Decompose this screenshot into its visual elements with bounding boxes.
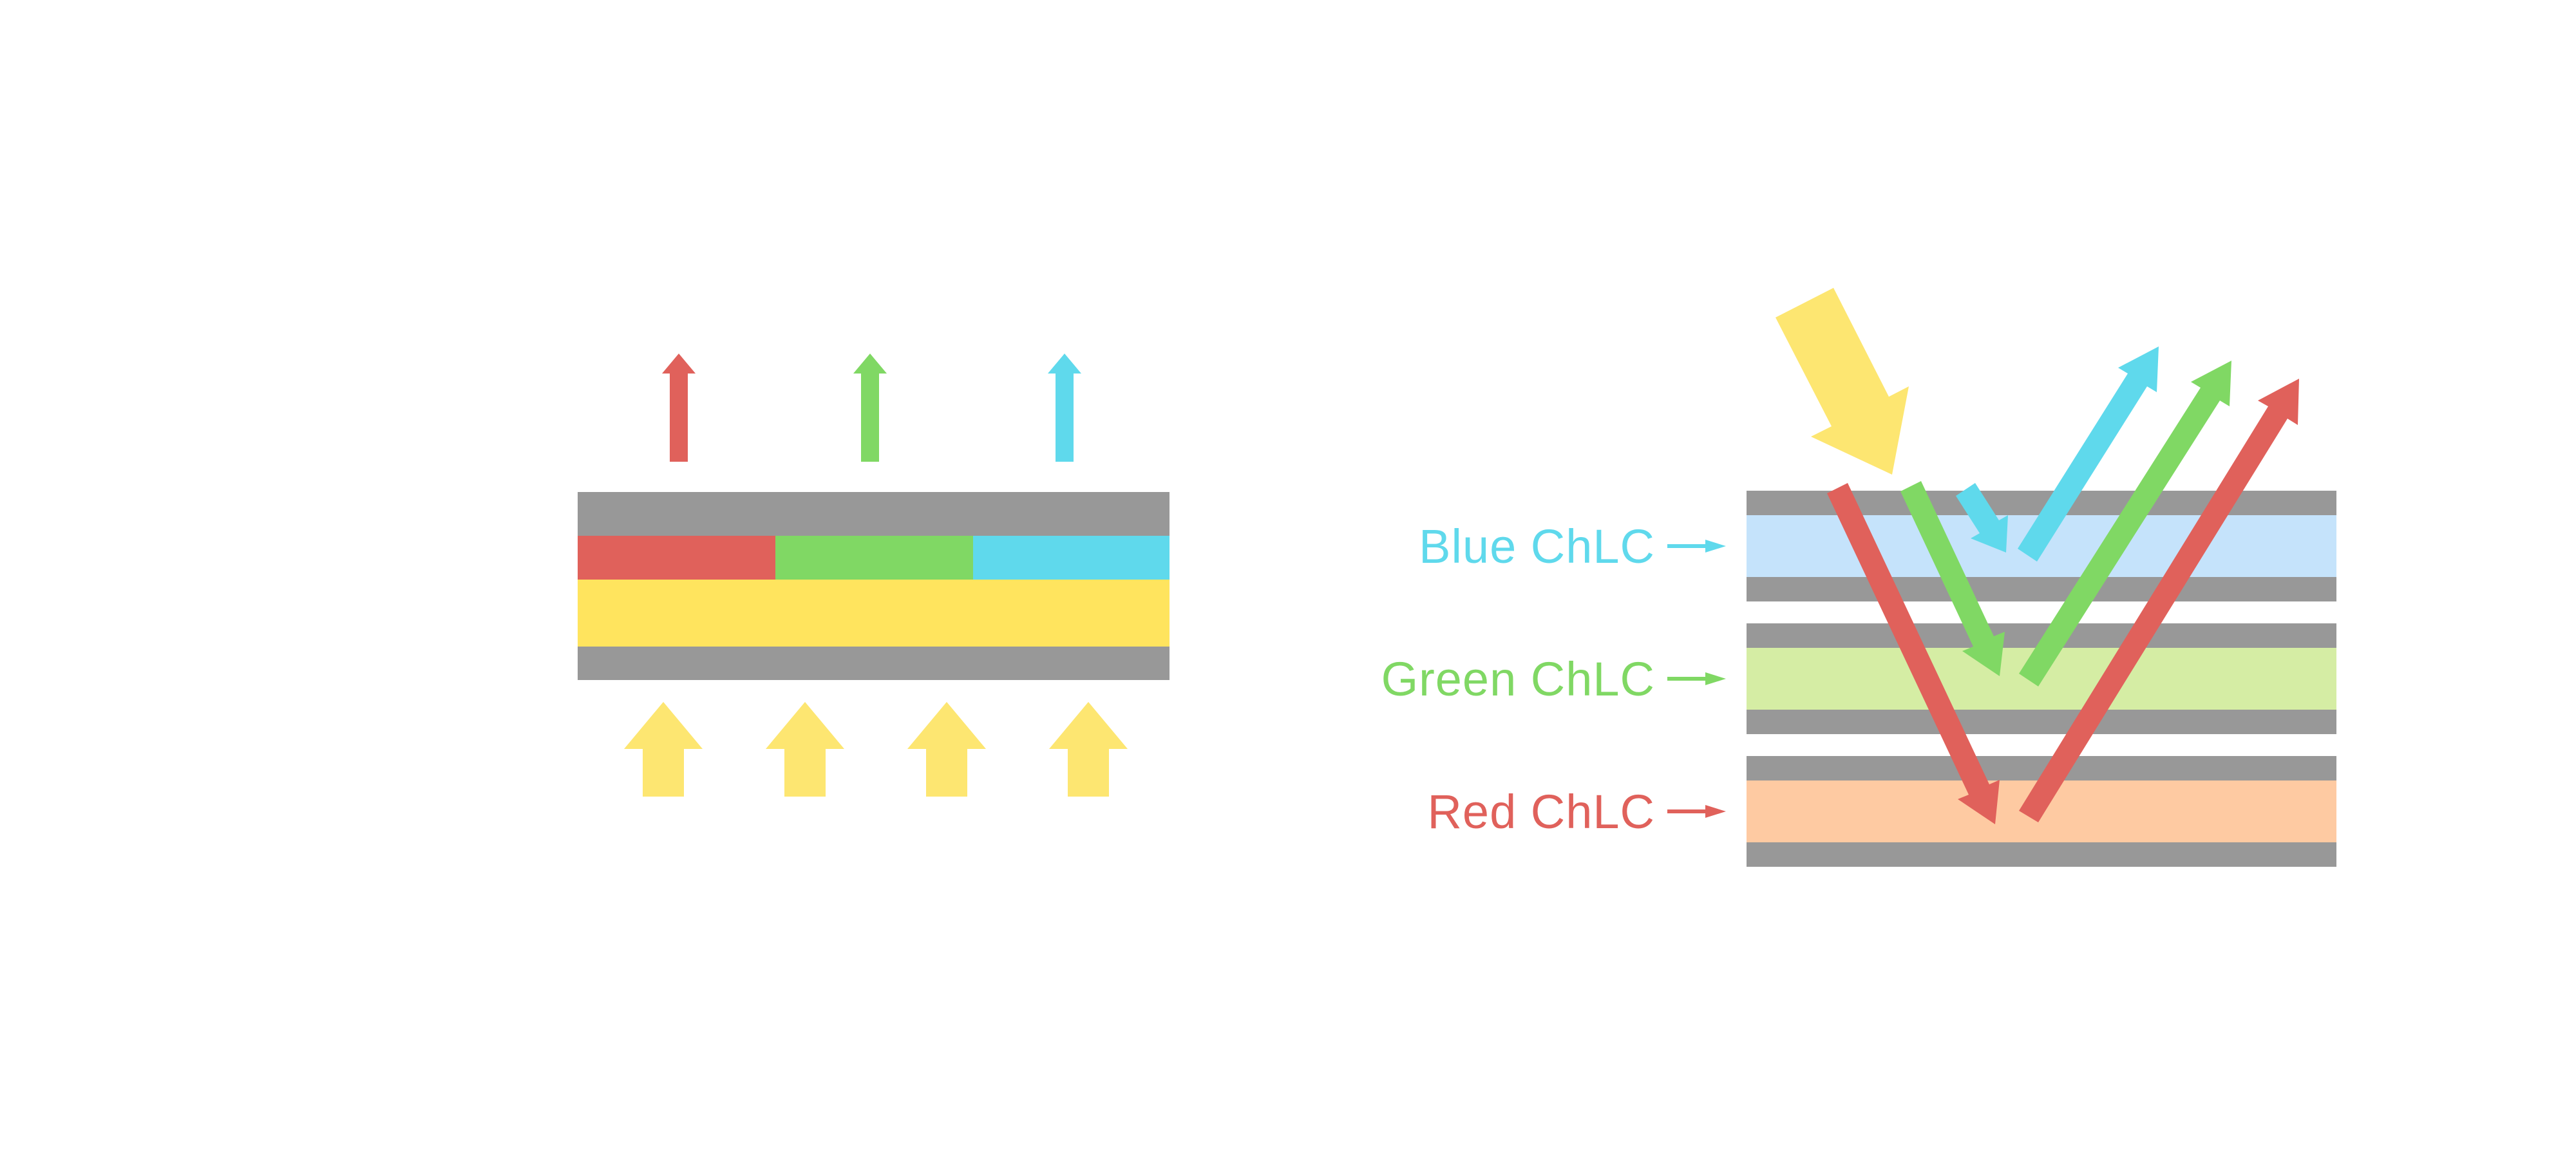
- left-stack-cyan-subpixel: [973, 536, 1170, 580]
- backlight-arrow-icon: [624, 702, 703, 797]
- right-stack-glass-bar: [1747, 710, 2336, 734]
- green-emitted-arrow-icon: [853, 354, 887, 462]
- red-reflected-ray-arrow: [2019, 379, 2299, 822]
- incident-light-arrow-icon: [1776, 288, 1909, 475]
- green-label-pointer-arrowhead-icon: [1705, 672, 1726, 685]
- left-stack-green-subpixel: [775, 536, 973, 580]
- right-stack-glass-bar: [1747, 577, 2336, 601]
- blue-chlc-label-group: Blue ChLC: [1419, 520, 1726, 573]
- green-chlc-label-group: Green ChLC: [1381, 652, 1726, 706]
- left-stack-top-substrate: [578, 492, 1170, 536]
- red-chlc-label-group: Red ChLC: [1427, 785, 1726, 838]
- green-transmitted-ray-arrow: [1900, 481, 2005, 676]
- red-label-pointer-arrowhead-icon: [1705, 805, 1726, 818]
- left-stack-red-subpixel: [578, 536, 775, 580]
- right-diagram: Blue ChLC Green ChLC Red ChLC: [1381, 288, 2336, 867]
- red-chlc-label: Red ChLC: [1427, 785, 1655, 838]
- blue-label-pointer-arrowhead-icon: [1705, 540, 1726, 553]
- backlight-arrow-icon: [1049, 702, 1128, 797]
- green-reflected-ray-arrow: [2019, 361, 2231, 686]
- green-chlc-label: Green ChLC: [1381, 652, 1655, 706]
- blue-chlc-label: Blue ChLC: [1419, 520, 1655, 573]
- left-stack-backlight-layer: [578, 580, 1170, 647]
- cyan-emitted-arrow-icon: [1048, 354, 1081, 462]
- left-stack-bottom-substrate: [578, 647, 1170, 680]
- cyan-reflected-ray-arrow: [2018, 346, 2159, 562]
- cyan-transmitted-ray-arrow: [1956, 483, 2008, 553]
- left-diagram: [578, 354, 1170, 797]
- backlight-arrow-icon: [907, 702, 986, 797]
- red-transmitted-ray-arrow: [1827, 483, 2000, 824]
- backlight-arrow-icon: [766, 702, 844, 797]
- right-stack-glass-bar: [1747, 842, 2336, 867]
- red-emitted-arrow-icon: [662, 354, 696, 462]
